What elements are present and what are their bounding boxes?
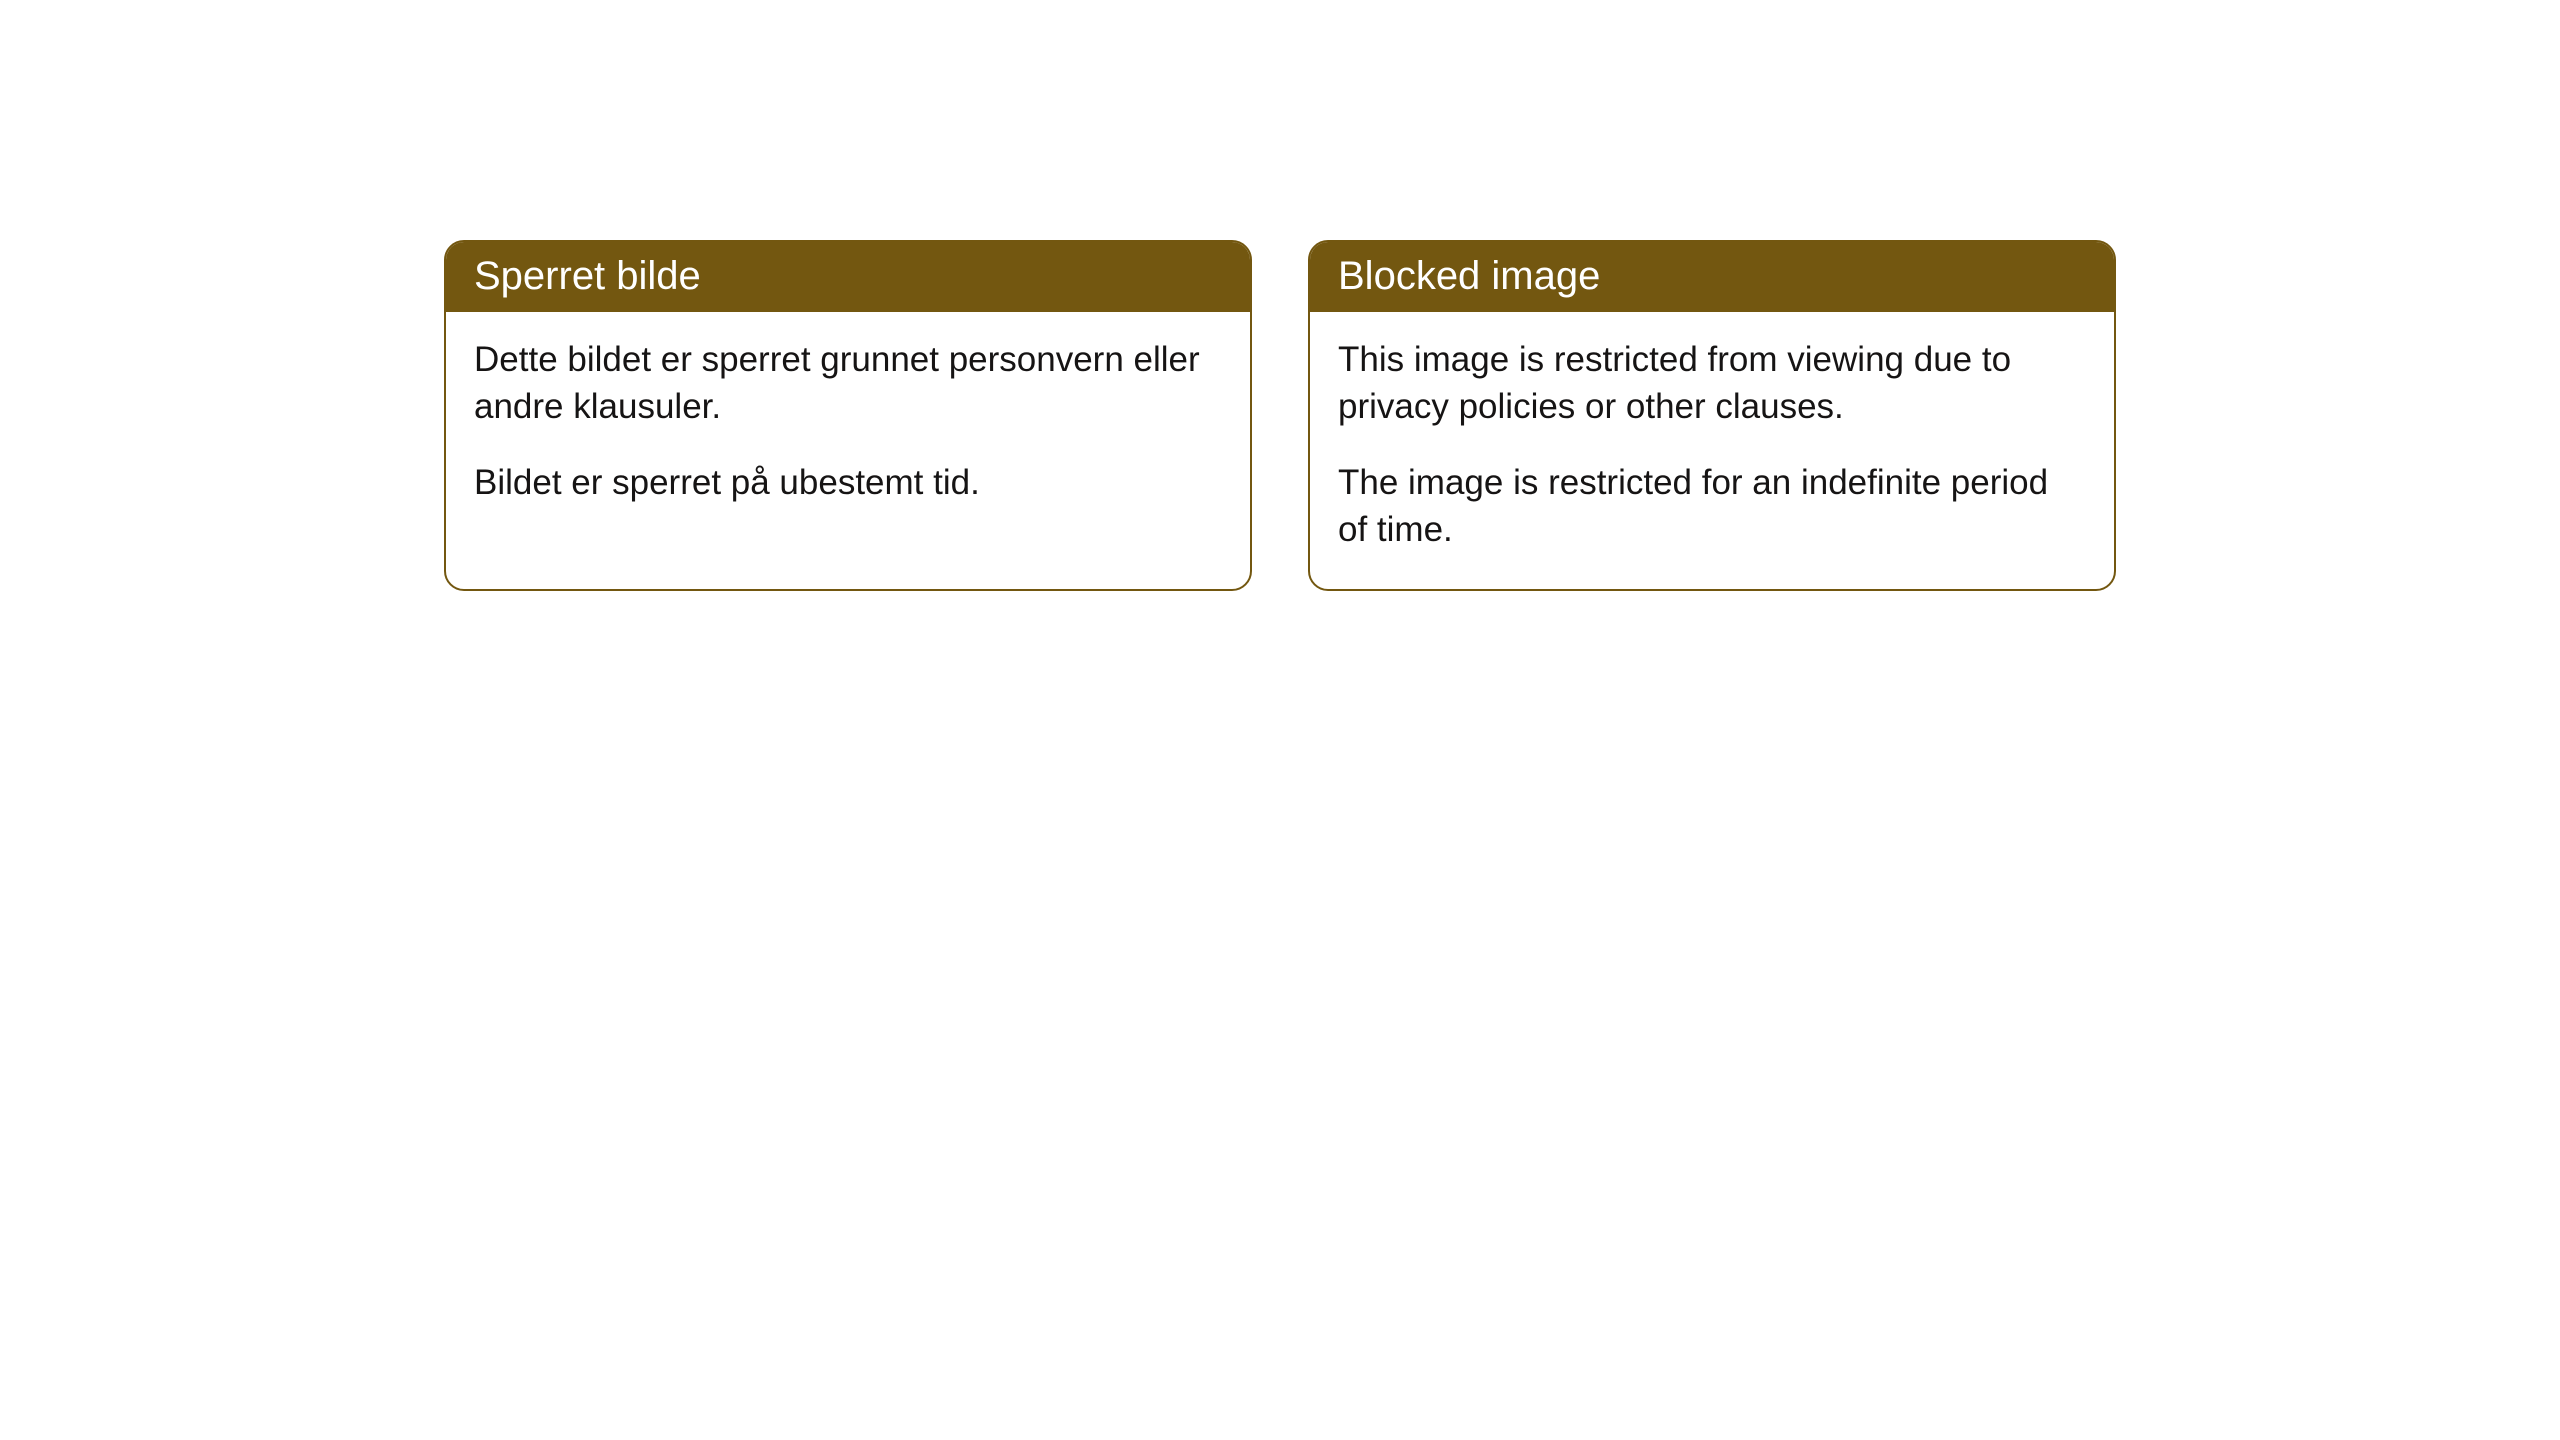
card-title: Sperret bilde [446, 242, 1250, 312]
blocked-image-card-norwegian: Sperret bilde Dette bildet er sperret gr… [444, 240, 1252, 591]
notice-cards-container: Sperret bilde Dette bildet er sperret gr… [0, 0, 2560, 591]
card-body: Dette bildet er sperret grunnet personve… [446, 312, 1250, 542]
card-paragraph: Bildet er sperret på ubestemt tid. [474, 459, 1222, 506]
card-body: This image is restricted from viewing du… [1310, 312, 2114, 589]
card-paragraph: Dette bildet er sperret grunnet personve… [474, 336, 1222, 431]
blocked-image-card-english: Blocked image This image is restricted f… [1308, 240, 2116, 591]
card-paragraph: This image is restricted from viewing du… [1338, 336, 2086, 431]
card-paragraph: The image is restricted for an indefinit… [1338, 459, 2086, 554]
card-title: Blocked image [1310, 242, 2114, 312]
